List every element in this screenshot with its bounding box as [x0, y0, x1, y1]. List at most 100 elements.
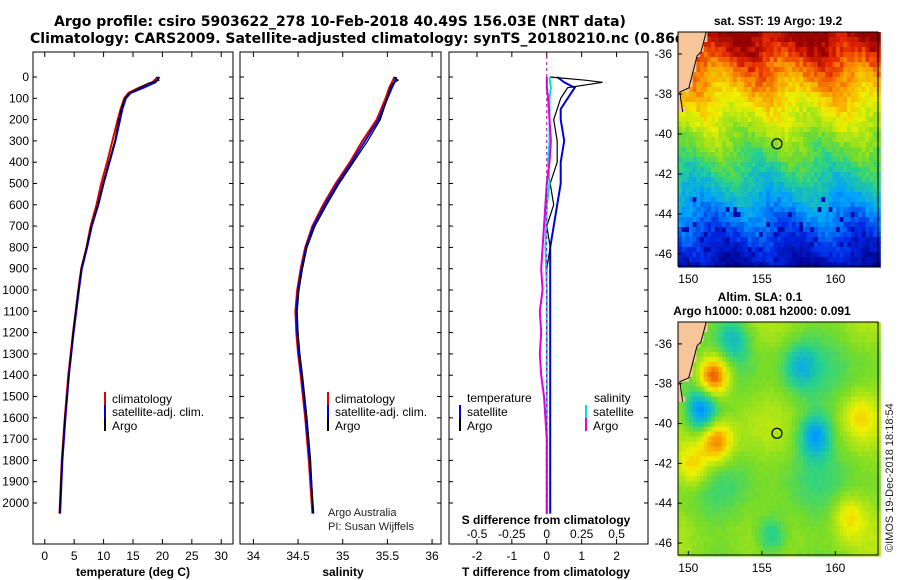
map-cell	[795, 167, 800, 173]
map-cell	[806, 376, 811, 383]
map-cell	[729, 396, 734, 403]
map-cell	[828, 42, 833, 48]
map-cell	[810, 182, 815, 188]
map-cell	[751, 37, 756, 43]
map-cell	[703, 242, 708, 248]
map-cell	[836, 102, 841, 108]
map-cell	[803, 451, 808, 457]
map-cell	[836, 172, 841, 178]
map-cell	[678, 341, 683, 348]
map-cell	[810, 461, 815, 467]
map-cell	[747, 496, 753, 502]
map-cell	[722, 222, 727, 228]
map-cell	[692, 386, 697, 393]
map-cell	[681, 247, 686, 253]
map-cell	[803, 122, 808, 128]
map-cell	[792, 476, 797, 482]
map-cell	[689, 451, 694, 457]
map-cell	[678, 436, 683, 443]
map-cell	[736, 222, 742, 228]
map-cell	[718, 461, 723, 467]
map-cell	[780, 341, 786, 348]
map-cell	[810, 327, 815, 333]
map-cell	[876, 72, 881, 78]
map-cell	[736, 366, 742, 373]
map-cell	[740, 456, 745, 462]
map-cell	[751, 386, 756, 393]
map-cell	[780, 386, 786, 393]
map-cell	[678, 182, 683, 188]
map-cell	[707, 436, 712, 443]
map-cell	[707, 52, 712, 58]
map-cell	[733, 207, 738, 213]
map-cell	[795, 197, 800, 203]
map-cell	[678, 262, 683, 268]
map-cell	[729, 406, 734, 413]
map-cell	[711, 202, 716, 208]
salinity-panel-frame	[239, 51, 442, 545]
map-cell	[729, 67, 734, 73]
title-line-2: Climatology: CARS2009. Satellite-adjuste…	[30, 31, 748, 47]
map-cell	[825, 207, 830, 213]
map-cell	[700, 202, 705, 208]
map-cell	[711, 501, 716, 507]
map-cell	[865, 426, 870, 433]
map-cell	[762, 366, 767, 373]
map-cell	[729, 122, 734, 128]
map-cell	[692, 97, 697, 103]
map-cell	[847, 167, 852, 173]
map-cell	[751, 366, 756, 373]
map-cell	[821, 501, 826, 507]
map-cell	[755, 222, 760, 228]
map-cell	[821, 237, 826, 243]
map-cell	[707, 441, 712, 448]
map-cell	[825, 82, 830, 88]
map-cell	[714, 436, 720, 443]
map-cell	[773, 451, 778, 457]
map-cell	[762, 187, 767, 193]
map-cell	[773, 82, 778, 88]
map-cell	[836, 192, 841, 198]
map-cell	[869, 132, 874, 138]
map-cell	[751, 441, 756, 448]
map-cell	[832, 252, 837, 258]
map-cell	[678, 122, 683, 128]
map-cell	[707, 227, 712, 233]
map-cell	[777, 351, 782, 358]
map-cell	[773, 132, 778, 138]
map-cell	[766, 117, 771, 123]
map-cell	[744, 371, 749, 378]
map-cell	[795, 202, 800, 208]
map-cell	[736, 341, 742, 348]
map-cell	[817, 466, 822, 472]
map-cell	[858, 441, 863, 448]
map-cell	[703, 391, 708, 398]
map-cell	[722, 167, 727, 173]
map-cell	[803, 137, 808, 143]
map-cell	[861, 501, 867, 507]
map-cell	[696, 381, 701, 388]
map-cell	[773, 197, 778, 203]
map-cell	[755, 322, 760, 328]
map-cell	[707, 117, 712, 123]
map-cell	[847, 232, 852, 238]
map-cell	[703, 167, 708, 173]
map-cell	[832, 431, 837, 438]
map-cell	[758, 147, 764, 153]
map-cell	[861, 396, 867, 403]
map-cell	[792, 426, 797, 433]
map-cell	[865, 72, 870, 78]
map-cell	[769, 247, 775, 253]
map-cell	[689, 192, 694, 198]
map-cell	[700, 107, 705, 113]
map-cell	[817, 147, 822, 153]
map-cell	[784, 62, 789, 68]
map-cell	[744, 491, 749, 497]
map-cell	[806, 456, 811, 462]
map-cell	[839, 351, 845, 358]
map-cell	[722, 332, 727, 338]
map-cell	[700, 97, 705, 103]
map-cell	[817, 62, 822, 68]
map-cell	[861, 187, 867, 193]
map-cell	[836, 466, 841, 472]
